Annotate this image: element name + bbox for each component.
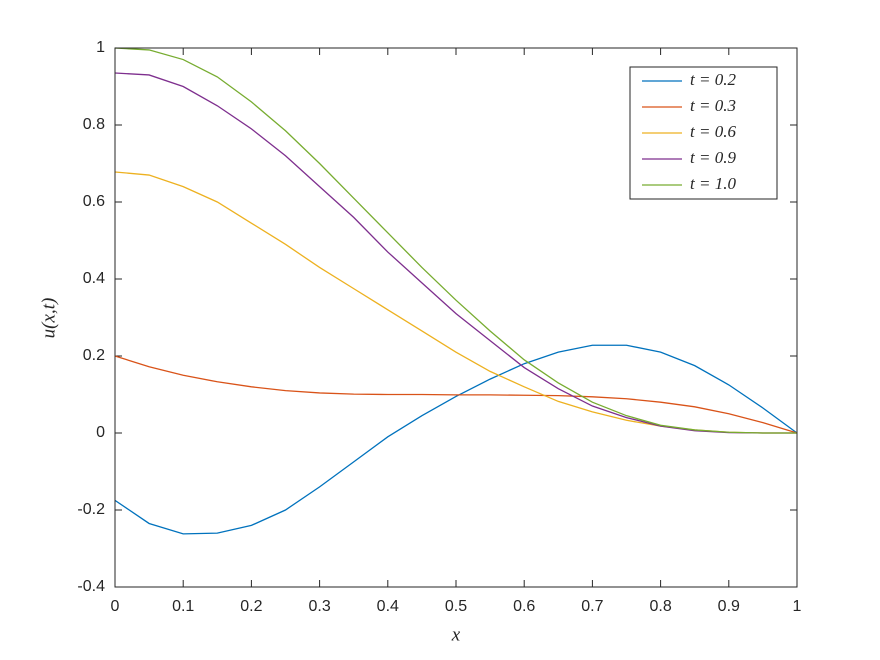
x-tick-label: 0.8 [649,598,671,615]
x-tick-label: 0.1 [172,598,194,615]
legend-label: t = 0.9 [690,148,736,167]
y-axis-label: u(x,t) [38,298,59,339]
axes-box [114,47,798,588]
x-tick-label: 0.4 [377,598,399,615]
legend-label: t = 0.2 [690,70,736,89]
x-tick-label: 0 [111,598,120,615]
y-tick-label: -0.2 [77,501,105,518]
y-tick-label: 0.8 [83,116,105,133]
x-tick-label: 0.2 [240,598,262,615]
legend-label: t = 1.0 [690,174,736,193]
y-tick-label: 0 [96,424,105,441]
legend-label: t = 0.3 [690,96,736,115]
x-tick-label: 1 [793,598,802,615]
x-tick-label: 0.9 [718,598,740,615]
x-axis-label: x [451,624,461,645]
line [114,355,798,434]
legend-label: t = 0.6 [690,122,736,141]
y-tick-label: -0.4 [77,578,105,595]
x-tick-label: 0.3 [308,598,330,615]
line [114,47,797,434]
x-tick-label: 0.7 [581,598,603,615]
y-tick-label: 0.2 [83,347,105,364]
y-tick-label: 0.4 [83,270,105,287]
line [114,72,797,434]
y-tick-label: 0.6 [83,193,105,210]
x-tick-label: 0.5 [445,598,467,615]
line [114,344,798,535]
x-tick-label: 0.6 [513,598,535,615]
y-tick-label: 1 [96,39,105,56]
